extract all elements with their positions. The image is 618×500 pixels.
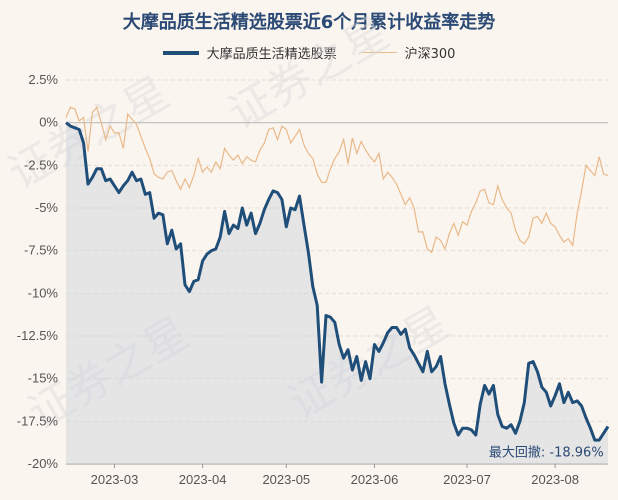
legend-item-fund[interactable]: 大摩品质生活精选股票 xyxy=(162,43,337,62)
y-tick-label: -2.5% xyxy=(24,157,58,172)
y-tick-label: -7.5% xyxy=(24,243,58,258)
series-fund-area xyxy=(66,122,608,465)
series-layer xyxy=(65,106,610,465)
y-tick-label: 0% xyxy=(39,115,58,130)
series-line-fund xyxy=(65,121,610,442)
max-drawdown-label: 最大回撤: -18.96% xyxy=(489,444,604,460)
watermark-text-1: 证券之星 xyxy=(220,7,398,139)
chart-legend: 大摩品质生活精选股票 沪深300 xyxy=(0,43,618,62)
y-tick-label: -5% xyxy=(35,200,59,215)
x-tick-label: 2023-07 xyxy=(443,472,491,487)
y-tick-label: 2.5% xyxy=(28,72,58,87)
annotation-layer: 最大回撤: -18.96% xyxy=(489,444,604,460)
y-tick-label: -10% xyxy=(28,285,59,300)
x-tick-label: 2023-04 xyxy=(179,472,227,487)
x-tick-label: 2023-03 xyxy=(91,472,139,487)
y-tick-label: -17.5% xyxy=(17,413,59,428)
series-line-index xyxy=(65,106,609,254)
x-tick-label: 2023-06 xyxy=(351,472,399,487)
legend-label-index: 沪深300 xyxy=(404,47,456,62)
legend-label-fund: 大摩品质生活精选股票 xyxy=(206,47,337,62)
legend-item-index[interactable]: 沪深300 xyxy=(360,43,456,62)
legend-swatch-fund xyxy=(162,50,199,55)
chart-title: 大摩品质生活精选股票近6个月累计收益率走势 xyxy=(122,12,496,33)
x-tick-label: 2023-05 xyxy=(262,472,310,487)
x-tick-label: 2023-08 xyxy=(531,472,579,487)
x-axis-ticks: 2023-03 2023-04 2023-05 2023-06 2023-07 2023-… xyxy=(66,463,608,487)
y-axis-ticks: 2.5% 0% -2.5% -5% -7.5% -10% -12.5% -15% -17.5% -… xyxy=(17,72,59,471)
legend-swatch-index xyxy=(360,52,397,53)
y-tick-label: -20% xyxy=(28,456,59,471)
y-tick-label: -12.5% xyxy=(17,328,59,343)
y-tick-label: -15% xyxy=(28,371,59,386)
